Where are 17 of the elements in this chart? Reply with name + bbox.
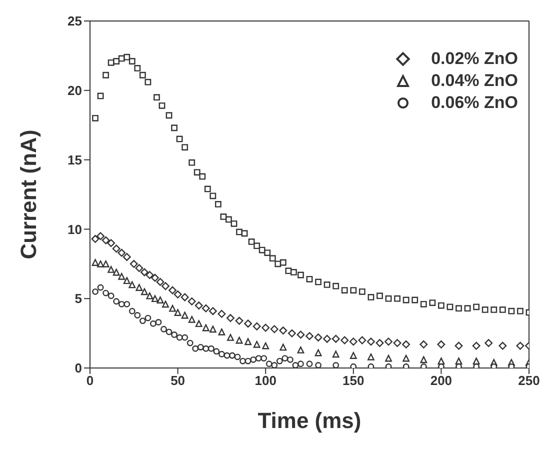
x-tick-label: 100 [254, 373, 276, 388]
y-tick-label: 0 [74, 360, 82, 376]
y-tick-label: 10 [68, 222, 82, 237]
y-tick-label: 15 [68, 152, 82, 168]
y-tick-label: 5 [74, 291, 82, 306]
legend-label: 0.06% ZnO [431, 93, 518, 113]
x-tick-label: 50 [170, 373, 186, 388]
x-tick-label: 250 [518, 373, 540, 388]
x-tick-label: 200 [430, 373, 452, 388]
legend-label: 0.04% ZnO [431, 71, 518, 91]
x-tick-label: 150 [342, 373, 364, 388]
legend-label: 0.02% ZnO [431, 49, 518, 69]
y-tick-label: 20 [68, 83, 82, 98]
x-tick-label: 0 [86, 373, 94, 388]
x-axis-title: Time (ms) [258, 408, 362, 433]
y-tick-label: 25 [68, 14, 82, 29]
y-axis-title: Current (nA) [16, 130, 41, 260]
